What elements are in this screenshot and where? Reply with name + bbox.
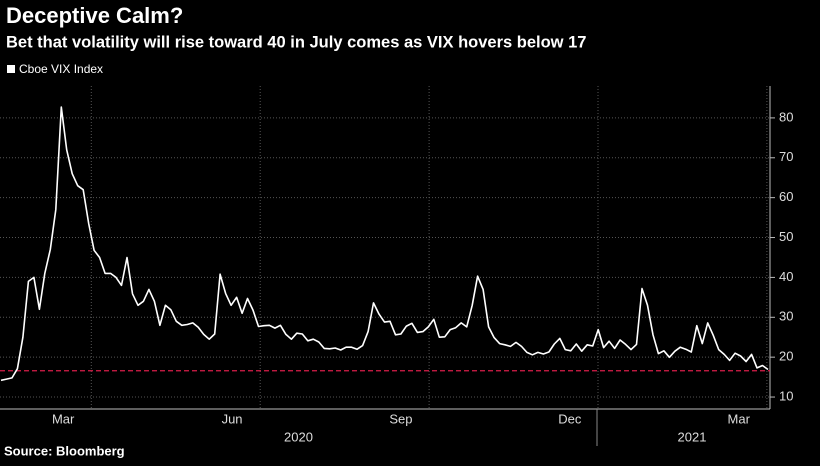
chart-title: Deceptive Calm? <box>6 3 183 28</box>
chart-subtitle: Bet that volatility will rise toward 40 … <box>6 33 586 51</box>
year-label: 2020 <box>284 429 313 444</box>
y-tick-label: 30 <box>779 309 793 324</box>
x-tick-label: Sep <box>389 411 412 426</box>
y-tick-label: 80 <box>779 109 793 124</box>
y-tick-label: 40 <box>779 269 793 284</box>
x-tick-label: Mar <box>52 411 75 426</box>
source: Source: Bloomberg <box>4 443 125 458</box>
y-tick-label: 10 <box>779 388 793 403</box>
x-tick-label: Dec <box>558 411 582 426</box>
y-tick-label: 70 <box>779 149 793 164</box>
y-tick-label: 50 <box>779 229 793 244</box>
legend-label: Cboe VIX Index <box>19 62 103 76</box>
x-tick-label: Mar <box>728 411 751 426</box>
year-label: 2021 <box>678 429 707 444</box>
x-tick-label: Jun <box>222 411 243 426</box>
line-series <box>0 106 769 382</box>
y-tick-label: 60 <box>779 189 793 204</box>
legend-swatch <box>7 65 15 73</box>
y-tick-label: 20 <box>779 349 793 364</box>
